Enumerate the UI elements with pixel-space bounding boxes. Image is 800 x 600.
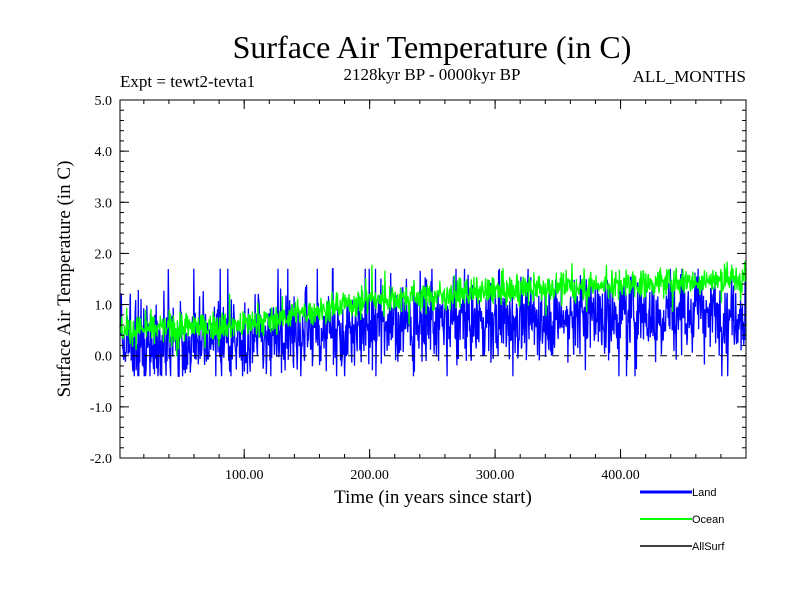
y-tick-label: 3.0 [95, 196, 113, 211]
plot-frame [119, 99, 747, 459]
chart-title: Surface Air Temperature (in C) [233, 29, 632, 65]
experiment-label: Expt = tewt2-tevta1 [120, 72, 255, 91]
y-tick-label: -1.0 [90, 401, 112, 416]
land-series-line [119, 268, 747, 377]
x-tick-label: 200.00 [350, 468, 389, 483]
x-axis-label: Time (in years since start) [334, 487, 532, 508]
chart-subtitle: 2128kyr BP - 0000kyr BP [344, 65, 521, 84]
months-label: ALL_MONTHS [633, 67, 746, 86]
x-tick-label: 400.00 [601, 468, 640, 483]
legend: Land Ocean AllSurf [640, 487, 725, 553]
axis-layer: -2.0 -1.0 0.0 1.0 2.0 3.0 4.0 5.0 100.00 200.00 30… [90, 94, 746, 483]
y-tick-label: 4.0 [95, 145, 113, 160]
y-tick-label: 2.0 [95, 247, 113, 262]
y-tick-label: 1.0 [95, 299, 113, 314]
y-tick-label: 5.0 [95, 94, 113, 109]
y-tick-label: 0.0 [95, 350, 113, 365]
legend-allsurf-label: AllSurf [692, 541, 725, 553]
series-layer [119, 261, 747, 377]
legend-land-label: Ocean [692, 514, 724, 526]
y-axis-label: Surface Air Temperature (in C) [54, 161, 75, 398]
x-tick-label: 100.00 [225, 468, 264, 483]
x-tick-label: 300.00 [476, 468, 515, 483]
y-tick-label: -2.0 [90, 452, 112, 467]
ocean-series-line [119, 261, 747, 357]
legend-ocean-label: Land [692, 487, 716, 499]
